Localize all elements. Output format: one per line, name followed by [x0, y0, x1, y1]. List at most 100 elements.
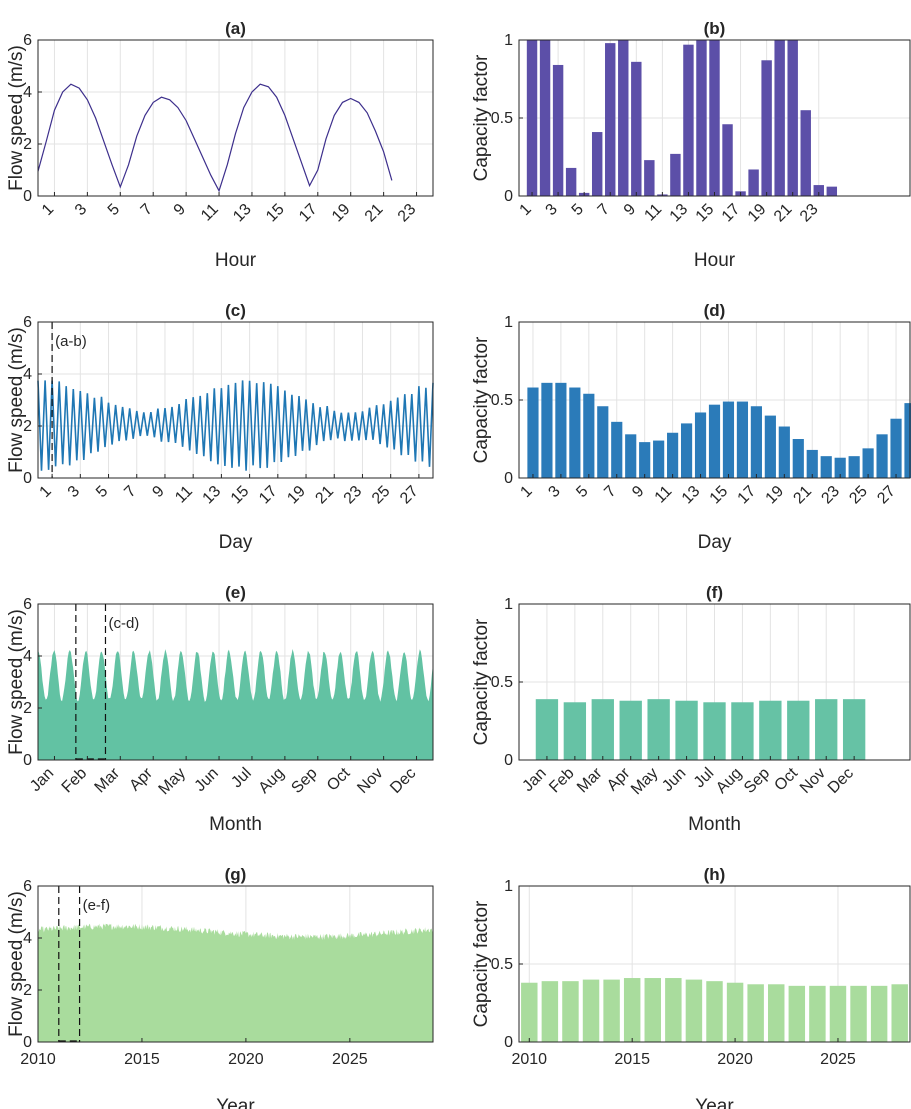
x-tick-label: 1	[517, 483, 535, 501]
bar-d-17	[764, 415, 776, 478]
bar-d-19	[792, 439, 804, 478]
x-tick-label: 5	[93, 483, 111, 501]
x-tick-label: 23	[818, 483, 843, 508]
bar-b-22	[813, 185, 824, 196]
bar-b-21	[800, 110, 811, 196]
x-tick-label: Feb	[59, 765, 91, 797]
axes-frame	[37, 603, 434, 761]
bar-f-5	[675, 700, 698, 760]
x-tick-label: Dec	[825, 765, 857, 797]
y-axis-label: Flow speed (m/s)	[6, 45, 27, 191]
y-tick-label: 4	[23, 930, 32, 947]
x-tick-label: 25	[369, 483, 394, 508]
x-tick-label: 1	[37, 483, 55, 501]
x-tick-label: 11	[172, 483, 196, 507]
x-tick-label: 2010	[511, 1051, 547, 1068]
axes-frame	[37, 321, 434, 479]
x-axis-label: Day	[698, 532, 732, 553]
bar-b-1	[539, 40, 551, 196]
x-tick-label: May	[156, 765, 189, 798]
x-tick-label: 15	[228, 483, 253, 508]
chart-title: (a)	[225, 19, 246, 38]
bar-h-0	[521, 982, 538, 1042]
bar-h-15	[829, 985, 847, 1042]
x-tick-label: 3	[545, 483, 563, 501]
y-tick-label: 0	[23, 470, 32, 487]
bar-f-1	[563, 702, 587, 760]
x-tick-label: 15	[707, 483, 732, 508]
x-tick-label: 17	[296, 201, 321, 226]
x-tick-label: Sep	[288, 765, 320, 797]
x-tick-label: 7	[601, 483, 619, 501]
bar-d-13	[708, 404, 721, 478]
bar-h-17	[870, 985, 888, 1042]
y-tick-label: 2	[23, 982, 32, 999]
y-tick-label: 2	[23, 418, 32, 435]
axes-frame	[37, 39, 434, 197]
bar-d-23	[848, 456, 860, 478]
x-tick-label: 15	[693, 201, 718, 226]
y-tick-label: 2	[23, 700, 32, 717]
x-tick-label: 9	[171, 201, 189, 219]
y-tick-label: 0.5	[491, 674, 513, 691]
y-tick-label: 4	[23, 648, 32, 665]
bar-d-1	[541, 382, 553, 478]
x-tick-label: 9	[149, 483, 167, 501]
x-tick-label: May	[628, 765, 661, 798]
chart-title: (g)	[225, 865, 247, 884]
series-line-c	[37, 380, 434, 471]
axes-frame	[37, 885, 434, 1043]
y-tick-label: 1	[504, 314, 513, 331]
y-tick-label: 0	[23, 1034, 32, 1051]
y-axis-label: Flow speed (m/s)	[6, 327, 27, 473]
bar-h-4	[603, 979, 620, 1042]
x-tick-label: 21	[362, 201, 387, 226]
x-tick-label: 21	[790, 483, 815, 508]
y-axis-label: Capacity factor	[471, 618, 492, 745]
bar-d-6	[611, 421, 623, 478]
y-tick-label: 4	[23, 366, 32, 383]
x-tick-label: Sep	[741, 765, 773, 797]
x-tick-label: 2015	[124, 1051, 160, 1068]
series-area-e	[38, 649, 433, 760]
x-tick-label: 19	[329, 201, 354, 226]
chart-title: (c)	[225, 301, 246, 320]
x-tick-label: Apr	[604, 764, 634, 794]
x-tick-label: 1	[39, 201, 57, 219]
x-tick-label: 19	[763, 483, 788, 508]
x-tick-label: 13	[679, 483, 704, 508]
chart-e: (c-d) Jan Feb Mar Apr May Jun Jul Aug Sep Oct Nov De…	[6, 583, 434, 835]
x-tick-label: Dec	[387, 765, 419, 797]
x-tick-label: 5	[573, 483, 591, 501]
x-tick-label: Oct	[771, 764, 801, 794]
bar-d-2	[555, 382, 567, 478]
bar-b-12	[683, 44, 694, 197]
x-tick-label: 17	[735, 483, 760, 508]
y-tick-label: 0.5	[491, 956, 513, 973]
bar-f-2	[591, 699, 614, 760]
bar-h-18	[891, 984, 908, 1042]
annotation-label: (e-f)	[83, 897, 111, 914]
x-tick-label: 2015	[614, 1051, 650, 1068]
x-tick-label: 11	[198, 201, 222, 225]
x-tick-label: 23	[341, 483, 366, 508]
y-tick-label: 6	[23, 596, 32, 613]
bar-h-10	[726, 982, 744, 1042]
bar-b-18	[761, 60, 772, 196]
bar-h-6	[644, 978, 661, 1042]
bar-h-3	[582, 979, 600, 1042]
bar-d-18	[778, 426, 790, 478]
x-tick-label: 17	[719, 201, 744, 226]
x-tick-label: 23	[797, 201, 822, 226]
annotation-label: (a-b)	[55, 333, 87, 350]
bar-h-2	[562, 981, 579, 1042]
bar-h-14	[809, 985, 826, 1042]
bar-b-13	[696, 40, 707, 196]
x-tick-label: Oct	[324, 764, 354, 794]
bar-b-11	[670, 153, 681, 196]
x-axis-label: Year	[216, 1096, 255, 1109]
x-tick-label: 7	[138, 201, 156, 219]
bar-h-8	[685, 979, 703, 1042]
bar-b-7	[618, 40, 629, 196]
bar-d-3	[569, 387, 581, 478]
